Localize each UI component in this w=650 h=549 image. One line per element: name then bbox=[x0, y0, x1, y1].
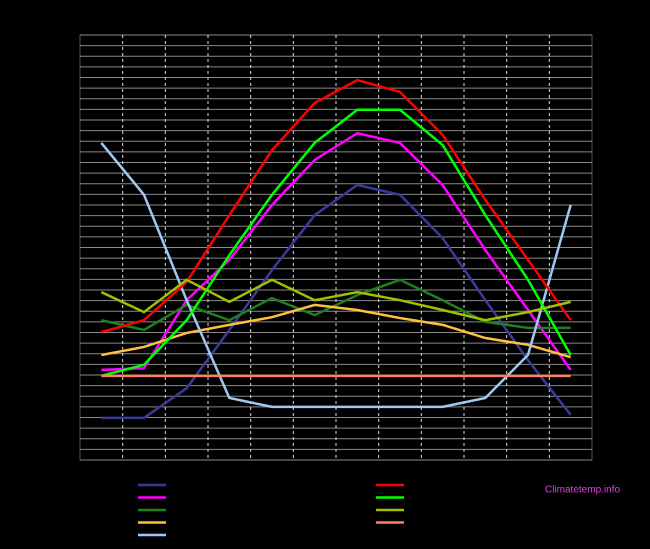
data-line bbox=[101, 108, 572, 378]
data-line bbox=[101, 183, 572, 420]
data-line bbox=[100, 142, 572, 409]
data-line bbox=[100, 78, 572, 334]
data-line bbox=[100, 278, 571, 322]
source-label: Climatetemp.info bbox=[545, 485, 620, 496]
data-line bbox=[101, 131, 572, 372]
data-line bbox=[101, 303, 572, 359]
data-line bbox=[101, 278, 571, 332]
